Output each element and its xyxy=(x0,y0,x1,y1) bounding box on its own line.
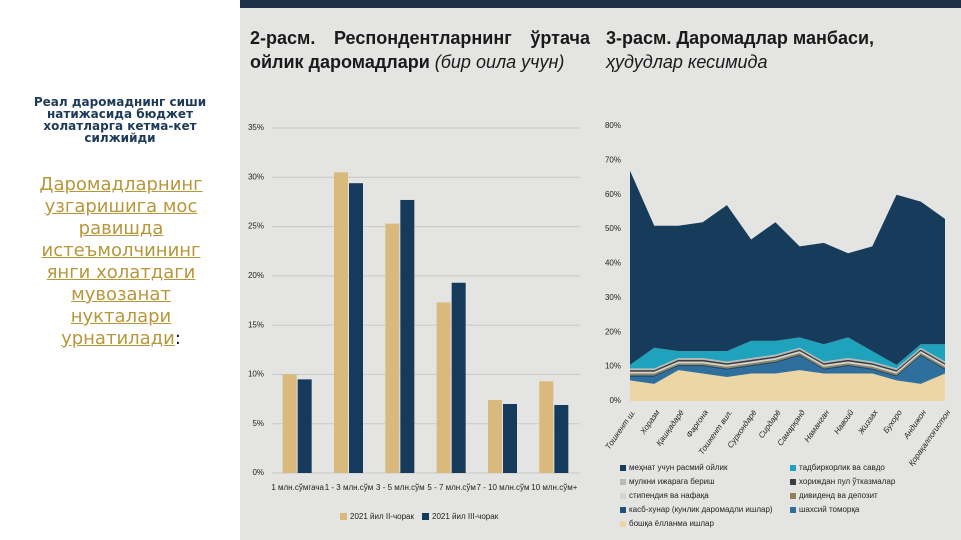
area xyxy=(630,351,945,374)
bar xyxy=(385,223,400,473)
x-tick-label: Тошкент ш. xyxy=(604,408,638,451)
y-tick-label: 0% xyxy=(609,396,621,405)
y-tick-label: 25% xyxy=(248,222,264,231)
chart1-title-box: 2-расм. Респондентларнинг ўртача ойлик д… xyxy=(250,26,590,74)
body-link-text: Даромадларнинг узгаришига мос равишда ис… xyxy=(39,174,203,349)
legend-swatch xyxy=(620,507,626,513)
x-tick-label: Хоразм xyxy=(638,408,662,437)
legend-swatch xyxy=(620,493,626,499)
legend-label: 2021 йил II-чорак xyxy=(350,512,414,521)
y-tick-label: 5% xyxy=(252,419,264,428)
bar xyxy=(503,404,517,473)
bar xyxy=(554,404,569,473)
y-tick-label: 10% xyxy=(605,362,621,371)
bar xyxy=(334,172,348,473)
x-tick-label: Навоий xyxy=(832,408,856,436)
legend-swatch xyxy=(790,479,796,485)
chart1-subtitle: (бир оила учун) xyxy=(434,52,565,72)
x-tick-label: 10 млн.сўм+ xyxy=(531,483,577,492)
chart2-subtitle: ҳудудлар кесимида xyxy=(606,52,768,72)
area xyxy=(630,370,945,401)
legend-label: меҳнат учун расмий ойлик xyxy=(629,463,728,472)
y-tick-label: 20% xyxy=(605,327,621,336)
x-tick-label: 5 - 7 млн.сўм xyxy=(427,483,476,492)
chart1-title: 2-расм. Респондентларнинг ўртача ойлик д… xyxy=(250,28,590,72)
area xyxy=(630,349,945,372)
legend-label: мулкни ижарага бериш xyxy=(629,477,715,486)
legend-swatch xyxy=(340,513,347,520)
x-tick-label: 7 - 10 млн.сўм xyxy=(477,483,530,492)
area xyxy=(630,170,945,365)
x-tick-label: 1 млн.сўмгача xyxy=(271,483,324,492)
lead-text: Реал даромаднинг сиши натижасида бюджет … xyxy=(33,95,207,145)
body-text: Даромадларнинг узгаришига мос равишда ис… xyxy=(30,174,212,350)
y-tick-label: 60% xyxy=(605,190,621,199)
legend-label: 2021 йил III-чорак xyxy=(432,512,499,521)
chart2-title-box: 3-расм. Даромадлар манбаси, ҳудудлар кеси… xyxy=(606,26,946,74)
x-tick-label: Сирдарё xyxy=(757,408,783,440)
bar xyxy=(488,400,502,473)
area xyxy=(630,352,945,376)
area xyxy=(630,337,945,369)
y-tick-label: 15% xyxy=(248,320,264,329)
area xyxy=(630,356,945,384)
legend-swatch xyxy=(790,507,796,513)
area xyxy=(630,347,945,371)
chart2-title: 3-расм. Даромадлар манбаси, xyxy=(606,28,875,48)
bar xyxy=(400,199,415,473)
x-tick-label: Жиззах xyxy=(856,407,880,436)
legend-label: дивиденд ва депозит xyxy=(799,491,878,500)
legend-label: касб-хунар (кунлик даромадли ишлар) xyxy=(629,505,773,514)
x-tick-label: 3 - 5 млн.сўм xyxy=(376,483,425,492)
y-tick-label: 0% xyxy=(252,468,264,477)
legend-label: стипендия ва нафақа xyxy=(629,491,709,500)
x-tick-label: Фарғона xyxy=(685,408,711,439)
y-tick-label: 35% xyxy=(248,123,264,132)
x-tick-label: 1 - 3 млн.сўм xyxy=(325,483,374,492)
area xyxy=(630,354,945,377)
bar xyxy=(349,183,363,473)
legend-swatch xyxy=(620,521,626,527)
y-tick-label: 40% xyxy=(605,259,621,268)
y-tick-label: 30% xyxy=(605,293,621,302)
bar xyxy=(436,302,451,473)
bar xyxy=(297,379,312,473)
y-tick-label: 30% xyxy=(248,172,264,181)
y-tick-label: 10% xyxy=(248,370,264,379)
y-tick-label: 20% xyxy=(248,271,264,280)
legend-label: хориждан пул ўтказмалар xyxy=(799,477,896,486)
legend-label: шахсий томорқа xyxy=(799,505,860,514)
legend-swatch xyxy=(790,493,796,499)
bar xyxy=(451,282,466,473)
legend-label: бошқа ёлланма ишлар xyxy=(629,519,714,528)
top-bar xyxy=(240,0,961,8)
legend-swatch xyxy=(790,465,796,471)
y-tick-label: 70% xyxy=(605,155,621,164)
x-tick-label: Бухоро xyxy=(881,408,904,435)
legend-swatch xyxy=(620,465,626,471)
y-tick-label: 80% xyxy=(605,121,621,130)
legend-swatch xyxy=(422,513,429,520)
legend-label: тадбиркорлик ва савдо xyxy=(799,463,885,472)
y-tick-label: 50% xyxy=(605,224,621,233)
x-tick-label: Наманган xyxy=(802,408,831,444)
bar xyxy=(282,374,297,473)
body-end: : xyxy=(174,328,181,349)
bar xyxy=(539,381,554,473)
legend-swatch xyxy=(620,479,626,485)
